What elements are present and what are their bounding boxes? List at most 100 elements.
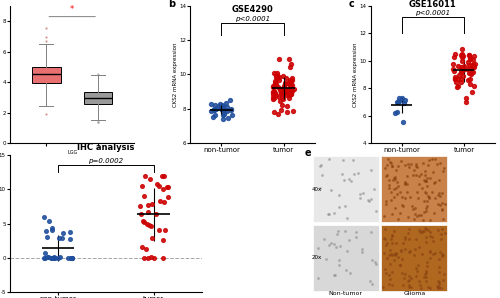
Point <box>392 250 400 255</box>
Point <box>417 171 425 176</box>
Point <box>458 58 466 63</box>
Point <box>449 62 457 67</box>
Point <box>388 282 396 287</box>
Point <box>400 180 408 185</box>
Point <box>439 168 447 173</box>
Point <box>462 100 469 104</box>
Point <box>342 268 350 273</box>
Point <box>269 89 277 94</box>
Y-axis label: CKS2 mRNA expression: CKS2 mRNA expression <box>353 42 358 107</box>
Point <box>396 189 404 194</box>
Text: *: * <box>70 5 74 14</box>
Point <box>388 251 396 256</box>
Point <box>147 224 155 229</box>
Point <box>436 203 444 207</box>
Point <box>406 194 413 199</box>
Point <box>140 220 148 224</box>
Point <box>288 76 296 80</box>
Point <box>58 235 66 240</box>
Point <box>342 228 349 233</box>
Point <box>434 285 442 290</box>
Point <box>414 190 422 195</box>
Point <box>428 190 436 195</box>
Point <box>420 274 428 279</box>
Point <box>382 240 390 245</box>
Point <box>218 103 226 108</box>
Point <box>278 94 286 99</box>
Point <box>422 226 430 231</box>
Point <box>370 187 378 192</box>
Point <box>410 252 418 257</box>
Point <box>392 240 400 245</box>
Point <box>382 174 390 179</box>
Point <box>164 185 172 190</box>
Point <box>469 63 477 68</box>
Point <box>325 157 333 162</box>
Point <box>138 184 146 189</box>
Text: b: b <box>168 0 175 9</box>
Point <box>143 222 151 226</box>
Point <box>411 247 419 252</box>
Point <box>148 236 156 240</box>
Point <box>56 255 64 260</box>
Point <box>390 252 398 257</box>
Point <box>380 235 388 240</box>
Point <box>414 174 422 179</box>
FancyBboxPatch shape <box>382 156 447 222</box>
Point <box>402 163 409 168</box>
Point <box>364 198 372 203</box>
Point <box>208 109 216 114</box>
Point <box>388 164 396 169</box>
Point <box>142 247 150 252</box>
Point <box>286 65 294 70</box>
Point <box>412 205 420 210</box>
Point <box>50 255 58 260</box>
Point <box>380 250 388 255</box>
Point <box>352 230 360 235</box>
Point <box>365 199 373 204</box>
Point <box>330 273 338 277</box>
Point <box>273 72 281 77</box>
Point <box>284 80 292 85</box>
Point <box>277 90 285 95</box>
Point <box>398 256 406 261</box>
Point <box>456 65 464 69</box>
Point <box>391 252 399 257</box>
Point <box>406 250 413 255</box>
Point <box>269 90 277 95</box>
Point <box>471 61 479 66</box>
Point <box>429 170 437 174</box>
Point <box>458 54 466 59</box>
Point <box>332 232 340 237</box>
Point <box>421 190 429 194</box>
Point <box>415 182 423 187</box>
Point <box>338 158 346 162</box>
Point <box>426 217 434 222</box>
Point <box>382 242 390 247</box>
Point <box>420 229 428 234</box>
Point <box>286 83 294 88</box>
Point <box>434 283 442 288</box>
Point <box>414 195 422 200</box>
Point <box>422 208 430 213</box>
Point <box>220 111 228 116</box>
Point <box>41 251 49 256</box>
Point <box>158 256 166 261</box>
Point <box>407 275 415 280</box>
Point <box>458 52 466 57</box>
Point <box>423 176 431 180</box>
Point <box>422 199 430 204</box>
Point <box>418 186 426 190</box>
Point <box>48 227 56 232</box>
Point <box>397 249 405 254</box>
Point <box>462 96 470 101</box>
Point <box>384 256 392 261</box>
Text: 40x: 40x <box>312 187 322 192</box>
Point <box>426 175 434 180</box>
Point <box>458 69 466 74</box>
Point <box>318 162 326 167</box>
Point <box>283 110 291 114</box>
Point <box>390 206 398 210</box>
Point <box>463 67 471 72</box>
Point <box>368 282 376 286</box>
